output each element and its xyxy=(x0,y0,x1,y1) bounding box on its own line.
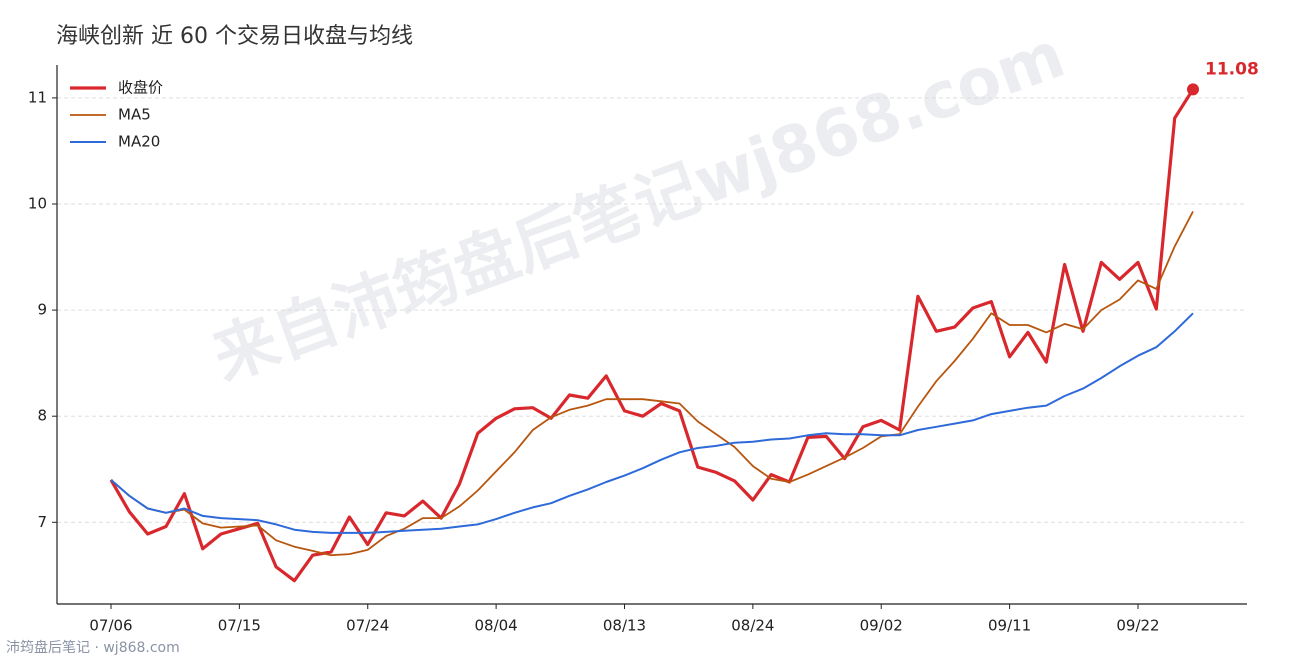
chart-title: 海峡创新 近 60 个交易日收盘与均线 xyxy=(56,24,413,49)
x-tick-label: 09/02 xyxy=(860,617,903,635)
legend-label: MA20 xyxy=(118,133,160,151)
x-tick-label: 08/24 xyxy=(731,617,774,635)
y-tick-label: 11 xyxy=(28,88,47,106)
series-line xyxy=(109,88,1195,583)
x-tick-label: 09/22 xyxy=(1116,617,1159,635)
x-tick-label: 07/06 xyxy=(89,617,132,635)
y-tick-label: 10 xyxy=(28,194,47,212)
legend-label: MA5 xyxy=(118,106,151,124)
x-tick-label: 09/11 xyxy=(988,617,1031,635)
x-tick-label: 07/24 xyxy=(346,617,389,635)
watermark: 来自沛筠盘后笔记wj868.com xyxy=(204,18,1075,395)
x-tick-label: 08/13 xyxy=(603,617,646,635)
footer: 沛筠盘后笔记 · wj868.com xyxy=(6,639,180,656)
series-line xyxy=(110,312,1194,534)
last-value-label: 11.08 xyxy=(1205,59,1259,79)
x-tick-label: 07/15 xyxy=(218,617,261,635)
plot-area: 7 8 9 10 11 07/06 07/15 07/24 08/04 08/13 08/24 09/… xyxy=(28,59,1259,634)
last-point xyxy=(1187,83,1199,96)
y-tick-label: 8 xyxy=(37,407,47,425)
y-tick-label: 9 xyxy=(37,301,47,319)
x-tick-label: 08/04 xyxy=(475,617,518,635)
legend-label: 收盘价 xyxy=(118,79,163,97)
y-tick-label: 7 xyxy=(37,513,47,531)
series-line xyxy=(110,210,1194,557)
